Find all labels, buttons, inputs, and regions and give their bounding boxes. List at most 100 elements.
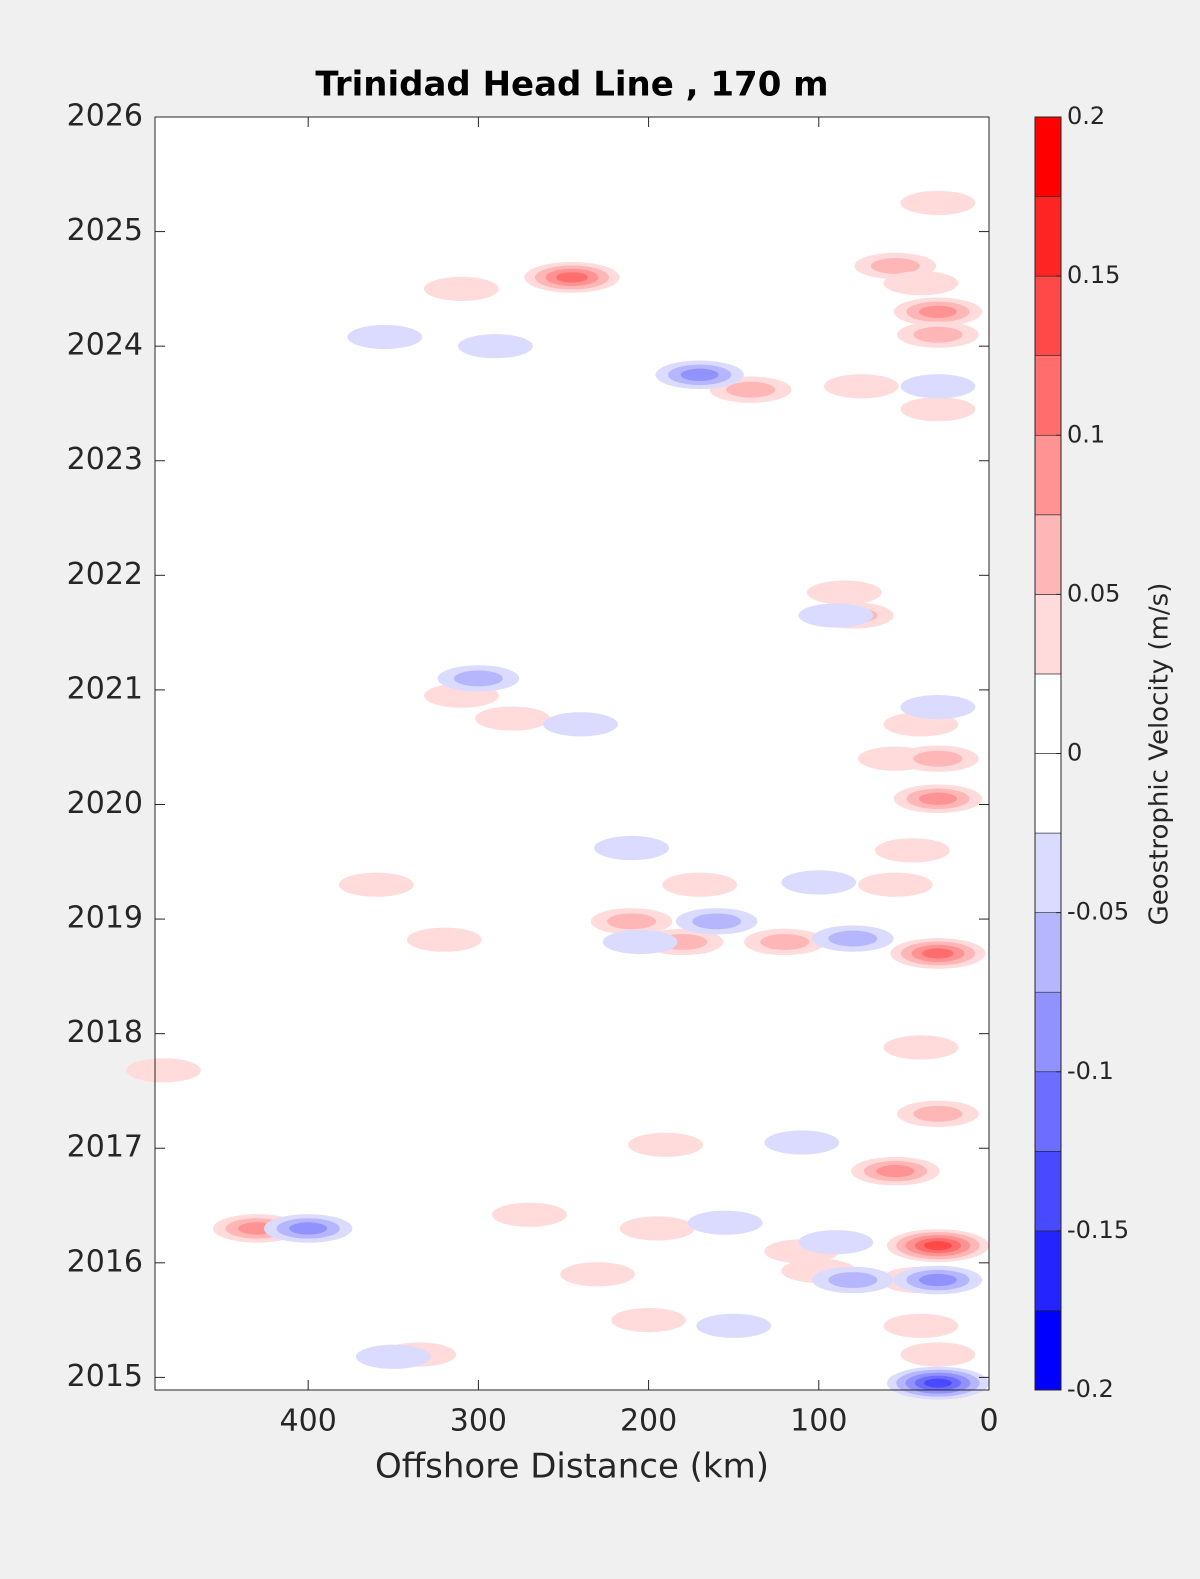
contour-blob: [781, 870, 857, 895]
contour-blob: [893, 297, 983, 327]
y-tick-label: 2025: [67, 213, 143, 248]
contour-level: [628, 1132, 704, 1157]
contour-blob: [886, 1229, 989, 1263]
y-tick-label: 2024: [67, 328, 143, 363]
contour-blob: [893, 784, 983, 814]
y-tick-label: 2023: [67, 442, 143, 477]
contour-blob: [611, 1308, 686, 1333]
contour-level: [475, 706, 550, 731]
colorbar-tick-label: 0.15: [1067, 261, 1120, 289]
contour-level: [355, 1344, 431, 1369]
colorbar-label: Geostrophic Velocity (m/s): [1145, 583, 1175, 926]
y-tick-label: 2021: [67, 671, 143, 706]
contour-level: [594, 835, 669, 861]
colorbar-band: [1034, 912, 1062, 993]
colorbar-band: [1034, 355, 1062, 436]
y-tick-label: 2015: [67, 1359, 143, 1394]
contour-blob: [900, 1342, 976, 1367]
colorbar-band: [1034, 1310, 1062, 1391]
plot-area: [155, 117, 989, 1390]
contour-blob: [897, 321, 979, 348]
contour-blob: [628, 1132, 704, 1157]
contour-blob: [883, 1035, 959, 1060]
contour-blob: [743, 928, 826, 956]
colorbar-tick-label: -0.2: [1067, 1375, 1114, 1403]
contour-level: [924, 1378, 952, 1388]
contour-level: [823, 374, 899, 399]
colorbar-band: [1034, 673, 1062, 754]
colorbar-band: [1034, 1071, 1062, 1152]
contour-level: [828, 1272, 878, 1288]
contour-level: [900, 397, 976, 422]
contour-level: [764, 1130, 840, 1155]
contour-level: [875, 838, 950, 863]
contour-blob: [897, 1100, 979, 1128]
x-axis-label: Offshore Distance (km): [375, 1447, 769, 1487]
contour-blob: [602, 929, 678, 955]
contour-blob: [662, 872, 738, 897]
contour-level: [607, 913, 657, 930]
y-tick-label: 2019: [67, 901, 143, 936]
contour-blob: [900, 694, 976, 720]
contour-blob: [798, 1230, 874, 1255]
contour-level: [900, 374, 976, 399]
colorbar-band: [1034, 753, 1062, 834]
contour-blob: [812, 925, 894, 952]
contour-blob: [883, 1313, 959, 1338]
contour-level: [798, 1230, 874, 1255]
contour-level: [662, 872, 738, 897]
contour-blob: [812, 1266, 894, 1294]
contour-blob: [423, 276, 499, 301]
contour-level: [883, 1035, 959, 1060]
contour-blob: [437, 665, 520, 692]
contour-level: [453, 670, 503, 687]
contour-level: [619, 1216, 695, 1241]
contour-level: [680, 368, 719, 381]
contour-blob: [675, 908, 758, 935]
contour-blob: [875, 838, 950, 863]
contour-level: [289, 1222, 328, 1235]
colorbar-band: [1034, 116, 1062, 197]
colorbar-band: [1034, 832, 1062, 913]
contour-blob: [347, 324, 423, 350]
contour-blob: [543, 712, 618, 737]
contour-level: [918, 792, 957, 805]
colorbar-tick-label: 0.05: [1067, 579, 1120, 607]
contour-level: [347, 324, 423, 350]
contour-blob: [897, 745, 979, 772]
contour-blob: [893, 1265, 983, 1295]
contour-level: [900, 190, 976, 216]
y-tick-label: 2026: [67, 99, 143, 134]
x-tick-label: 400: [280, 1404, 337, 1439]
contour-level: [556, 272, 588, 283]
colorbar-band: [1034, 1230, 1062, 1311]
contour-level: [492, 1202, 567, 1227]
contour-level: [543, 712, 618, 737]
colorbar-band: [1034, 275, 1062, 356]
contour-blob: [492, 1202, 567, 1227]
contour-level: [602, 929, 678, 955]
contour-blob: [900, 397, 976, 422]
contour-level: [781, 870, 857, 895]
colorbar-band: [1034, 196, 1062, 277]
colorbar-tick-label: -0.15: [1067, 1216, 1129, 1244]
contour-blob: [406, 927, 482, 952]
contour-level: [870, 258, 920, 274]
contour-blob: [126, 1058, 201, 1083]
colorbar-band: [1034, 991, 1062, 1073]
x-tick-label: 200: [620, 1404, 677, 1439]
contour-level: [687, 1210, 763, 1235]
plot-frame: [154, 116, 990, 1391]
colorbar-band: [1034, 434, 1062, 516]
contour-blob: [458, 334, 533, 359]
y-tick-label: 2018: [67, 1015, 143, 1050]
contour-level: [692, 913, 742, 930]
contour-blob: [560, 1262, 635, 1287]
contour-level: [806, 580, 882, 605]
y-tick-label: 2016: [67, 1244, 143, 1279]
contour-blob: [594, 835, 669, 861]
contour-level: [924, 1241, 952, 1251]
chart-title: Trinidad Head Line , 170 m: [315, 65, 828, 105]
contour-blob: [806, 580, 882, 605]
